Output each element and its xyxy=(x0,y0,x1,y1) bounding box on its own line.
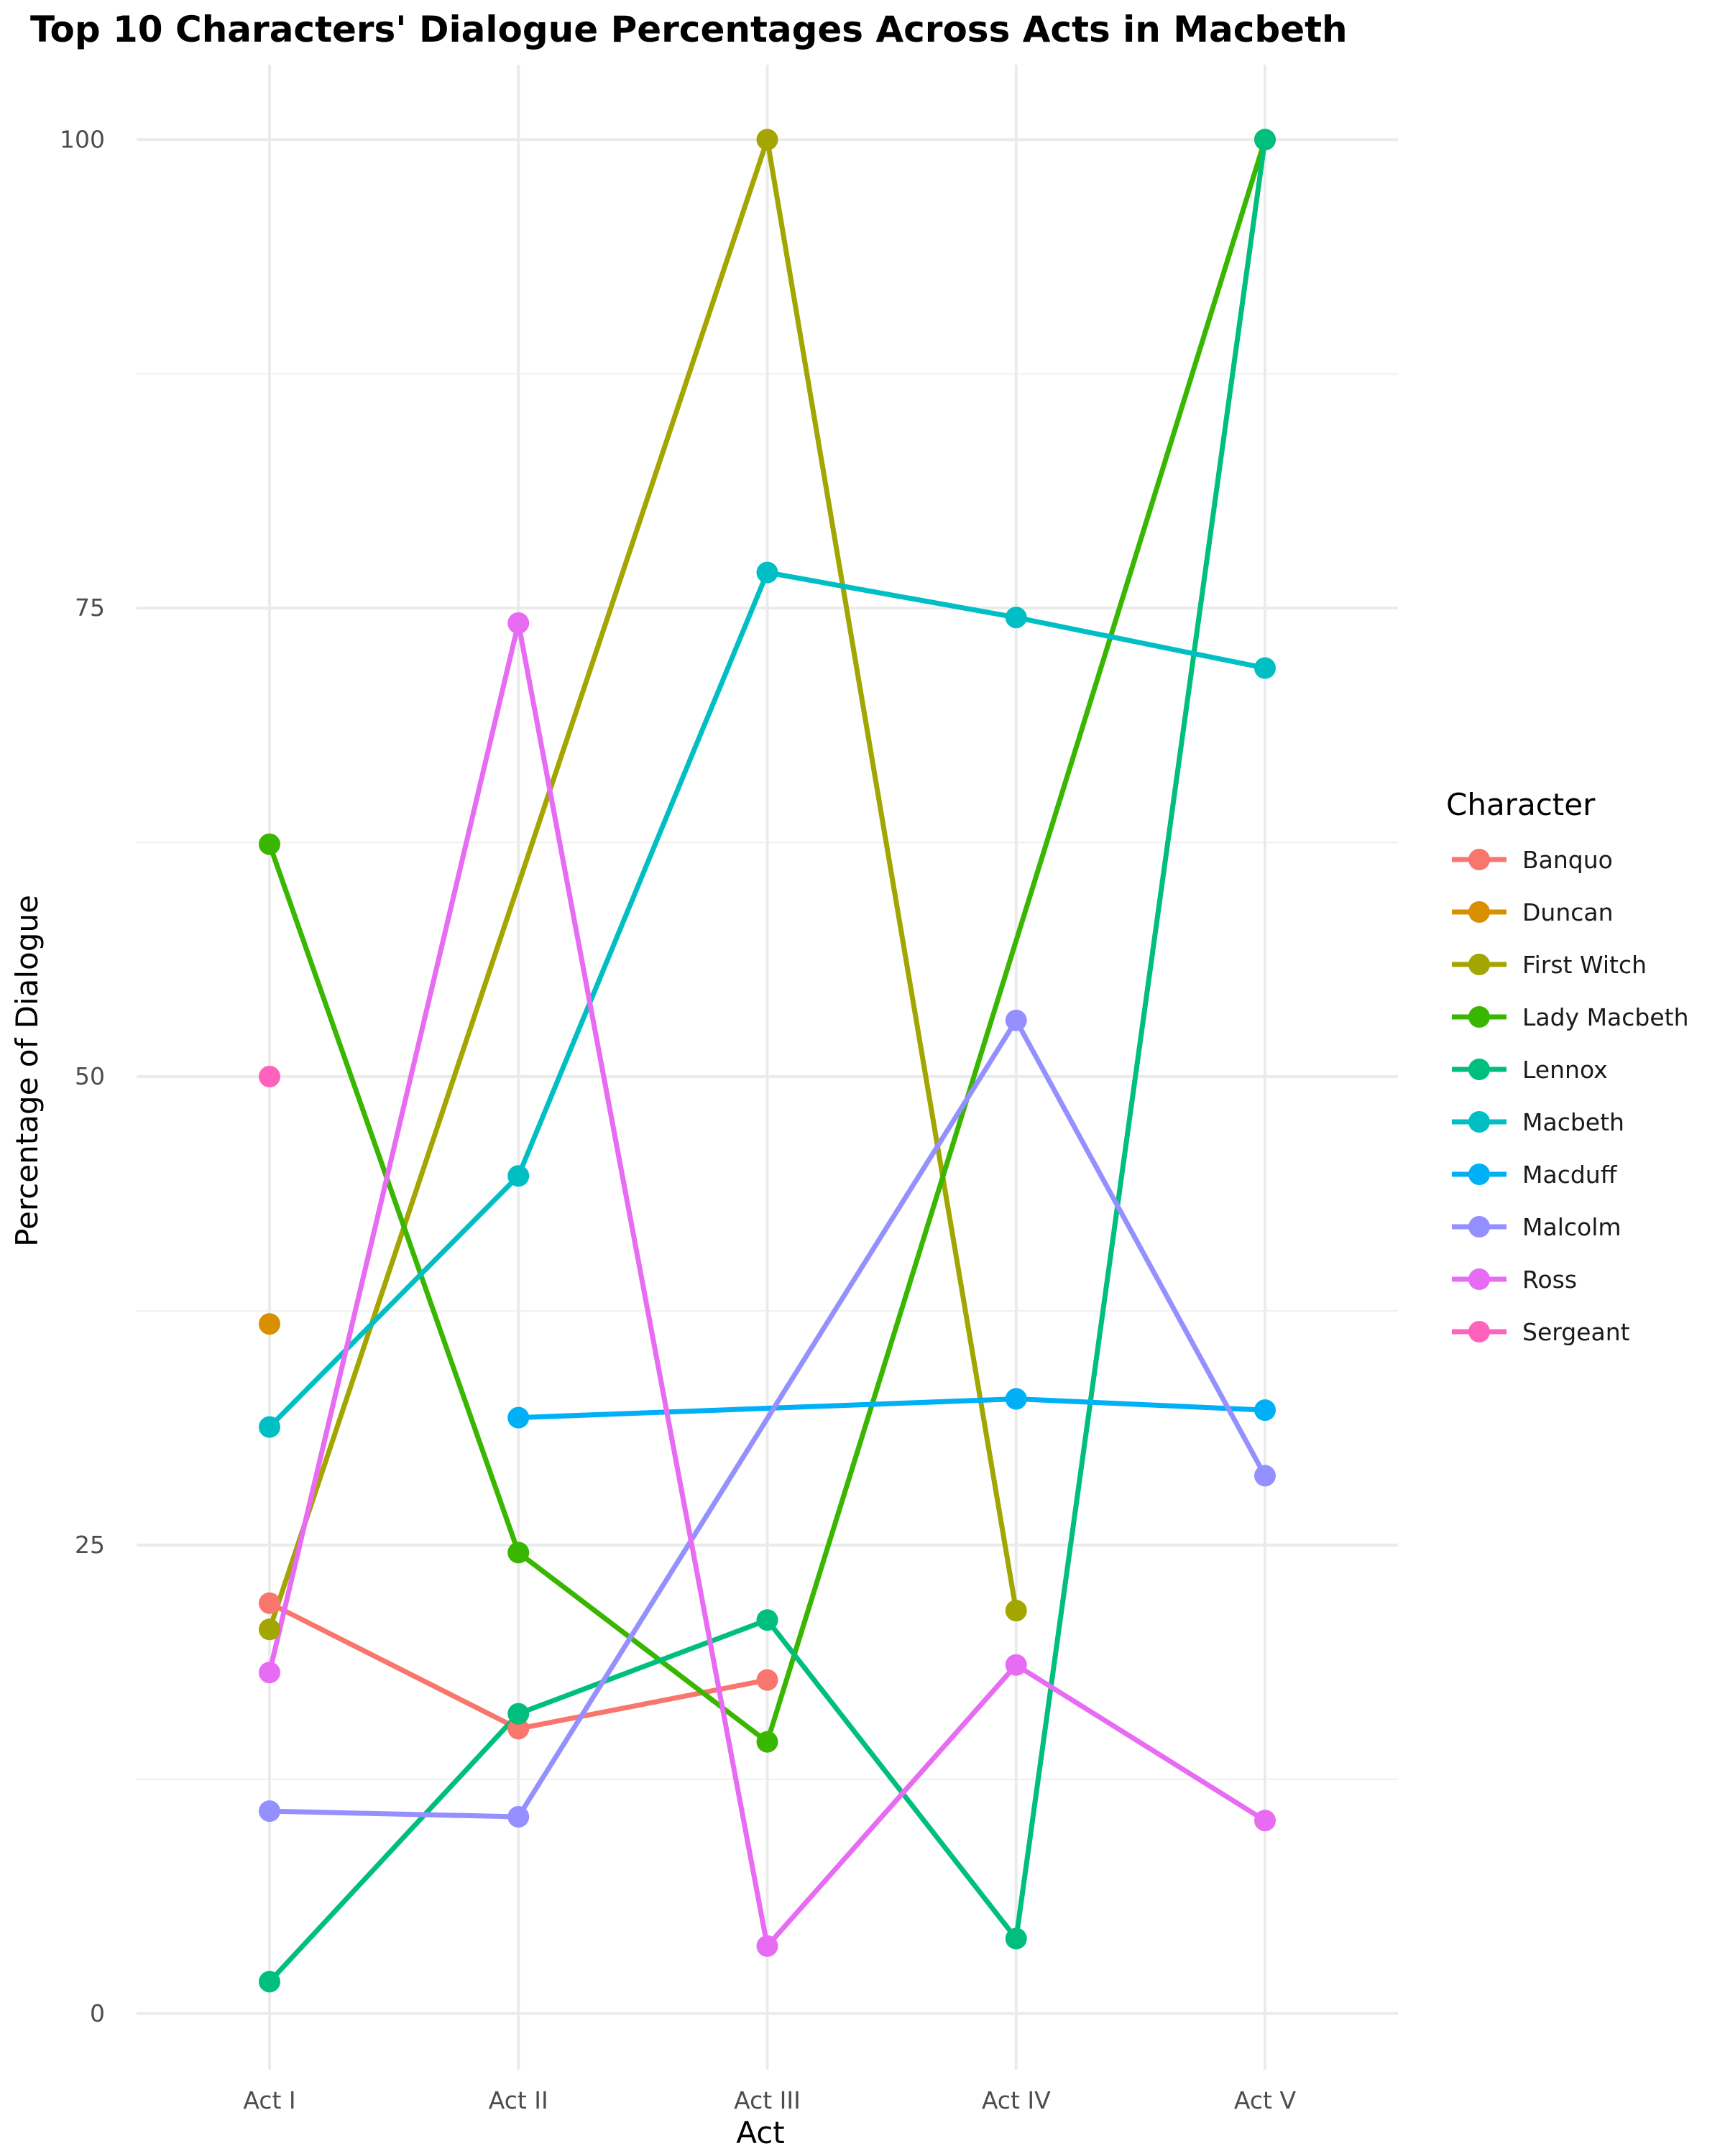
legend-label: Sergeant xyxy=(1522,1318,1630,1346)
data-point-first-witch xyxy=(756,129,778,151)
y-axis-ticks: 0 25 50 75 100 xyxy=(60,125,105,2027)
y-tick-label: 25 xyxy=(75,1531,105,1559)
series-line-lady-macbeth xyxy=(267,139,1268,1745)
legend-swatch-point xyxy=(1468,1268,1490,1290)
legend-label: Malcolm xyxy=(1522,1213,1622,1241)
legend-swatch-point xyxy=(1468,1059,1490,1080)
data-point-lady-macbeth xyxy=(507,1542,530,1564)
legend-label: Lady Macbeth xyxy=(1522,1003,1689,1031)
legend-label: Banquo xyxy=(1522,846,1613,874)
data-point-first-witch xyxy=(1005,1600,1027,1622)
legend-label: Ross xyxy=(1522,1266,1577,1294)
chart-title: Top 10 Characters' Dialogue Percentages … xyxy=(30,9,1348,50)
legend: Character Banquo Duncan First Witch Lady Ma… xyxy=(1446,787,1689,1346)
legend-items: Banquo Duncan First Witch Lady Macbeth Lenno… xyxy=(1452,846,1689,1346)
legend-item-banquo: Banquo xyxy=(1452,846,1613,874)
legend-title: Character xyxy=(1446,787,1596,822)
y-axis-title: Percentage of Dialogue xyxy=(9,895,45,1247)
legend-swatch-point xyxy=(1468,901,1490,923)
legend-item-duncan: Duncan xyxy=(1452,898,1614,926)
data-point-sergeant xyxy=(259,1066,280,1088)
legend-swatch-point xyxy=(1468,849,1490,870)
data-point-malcolm xyxy=(507,1805,530,1828)
data-point-banquo xyxy=(756,1669,778,1691)
legend-label: First Witch xyxy=(1522,951,1647,979)
data-point-malcolm xyxy=(259,1800,280,1823)
x-tick-label: Act I xyxy=(243,2086,295,2114)
data-point-macduff xyxy=(1005,1388,1027,1410)
data-point-banquo xyxy=(259,1592,280,1614)
data-point-duncan xyxy=(259,1313,280,1335)
data-point-macbeth xyxy=(507,1165,530,1187)
legend-swatch-point xyxy=(1468,1006,1490,1028)
legend-item-macduff: Macduff xyxy=(1452,1161,1618,1189)
data-points xyxy=(259,129,1276,1993)
x-tick-label: Act IV xyxy=(982,2086,1051,2114)
data-point-lady-macbeth xyxy=(756,1731,778,1753)
legend-label: Duncan xyxy=(1522,898,1614,926)
x-tick-label: Act V xyxy=(1234,2086,1297,2114)
data-point-banquo xyxy=(507,1718,530,1740)
legend-swatch-point xyxy=(1468,1321,1490,1342)
data-point-first-witch xyxy=(259,1618,280,1641)
legend-item-lennox: Lennox xyxy=(1452,1056,1608,1084)
legend-item-ross: Ross xyxy=(1452,1266,1577,1294)
data-point-malcolm xyxy=(1005,1009,1027,1031)
x-tick-label: Act II xyxy=(489,2086,548,2114)
y-tick-label: 100 xyxy=(60,125,105,153)
data-point-malcolm xyxy=(1254,1465,1276,1487)
legend-swatch-point xyxy=(1468,954,1490,975)
legend-item-lady-macbeth: Lady Macbeth xyxy=(1452,1003,1689,1031)
legend-item-first-witch: First Witch xyxy=(1452,951,1647,979)
series-line-malcolm xyxy=(269,1018,1268,1820)
data-point-lennox xyxy=(756,1609,778,1631)
x-axis-title: Act xyxy=(736,2115,785,2150)
data-point-lennox xyxy=(507,1703,530,1725)
legend-item-malcolm: Malcolm xyxy=(1452,1213,1622,1241)
data-point-macbeth xyxy=(1254,657,1276,679)
legend-label: Macbeth xyxy=(1522,1108,1624,1136)
data-point-ross xyxy=(756,1935,778,1957)
legend-swatch-point xyxy=(1468,1164,1490,1185)
y-tick-label: 75 xyxy=(75,594,105,622)
data-point-ross xyxy=(1254,1810,1276,1832)
legend-swatch-point xyxy=(1468,1111,1490,1133)
x-tick-label: Act III xyxy=(734,2086,801,2114)
data-point-ross xyxy=(259,1662,280,1684)
legend-item-macbeth: Macbeth xyxy=(1452,1108,1624,1136)
legend-item-sergeant: Sergeant xyxy=(1452,1318,1630,1346)
data-point-lennox xyxy=(1005,1927,1027,1950)
data-point-macduff xyxy=(1254,1399,1276,1422)
legend-swatch-point xyxy=(1468,1216,1490,1238)
y-tick-label: 0 xyxy=(90,1999,105,2027)
legend-label: Macduff xyxy=(1522,1161,1618,1189)
data-point-lady-macbeth xyxy=(259,833,280,855)
y-tick-label: 50 xyxy=(75,1062,105,1090)
data-point-ross xyxy=(507,612,530,635)
data-point-macbeth xyxy=(259,1416,280,1438)
data-point-ross xyxy=(1005,1654,1027,1676)
data-point-macduff xyxy=(507,1406,530,1429)
data-point-lennox xyxy=(1254,129,1276,151)
x-axis-ticks: Act I Act II Act III Act IV Act V xyxy=(243,2086,1296,2114)
data-point-macbeth xyxy=(1005,607,1027,629)
data-point-lennox xyxy=(259,1971,280,1993)
data-point-macbeth xyxy=(756,561,778,584)
legend-label: Lennox xyxy=(1522,1056,1608,1084)
